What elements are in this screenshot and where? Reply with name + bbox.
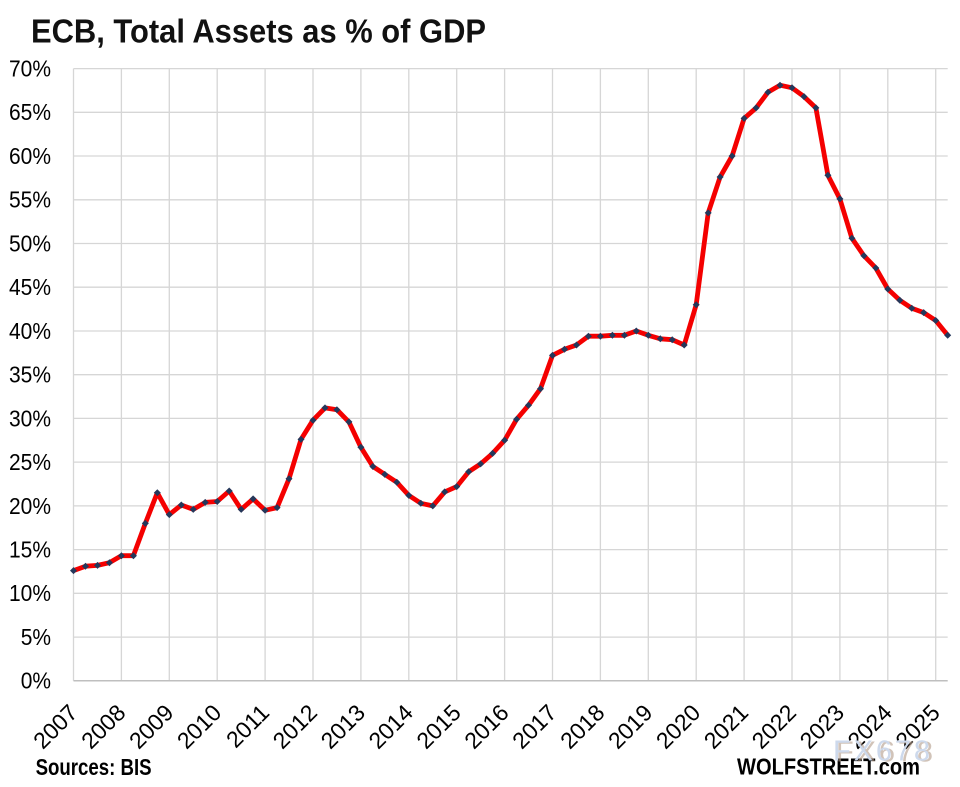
svg-text:40%: 40% [9, 318, 51, 344]
svg-text:0%: 0% [21, 668, 51, 694]
svg-text:FX678: FX678 [833, 736, 933, 768]
svg-text:35%: 35% [9, 362, 51, 388]
svg-text:5%: 5% [21, 624, 51, 650]
svg-text:45%: 45% [9, 274, 51, 300]
svg-text:FX678: FX678 [836, 737, 936, 769]
svg-text:20%: 20% [9, 493, 51, 519]
svg-text:Sources: BIS: Sources: BIS [36, 754, 152, 780]
svg-text:60%: 60% [9, 143, 51, 169]
svg-text:15%: 15% [9, 537, 51, 563]
svg-text:25%: 25% [9, 449, 51, 475]
svg-text:55%: 55% [9, 187, 51, 213]
svg-text:50%: 50% [9, 230, 51, 256]
svg-text:30%: 30% [9, 405, 51, 431]
svg-text:ECB, Total Assets as % of GDP: ECB, Total Assets as % of GDP [31, 13, 486, 50]
svg-text:10%: 10% [9, 580, 51, 606]
svg-text:WOLFSTREET.com: WOLFSTREET.com [737, 754, 920, 780]
svg-text:65%: 65% [9, 99, 51, 125]
svg-text:70%: 70% [9, 56, 51, 82]
